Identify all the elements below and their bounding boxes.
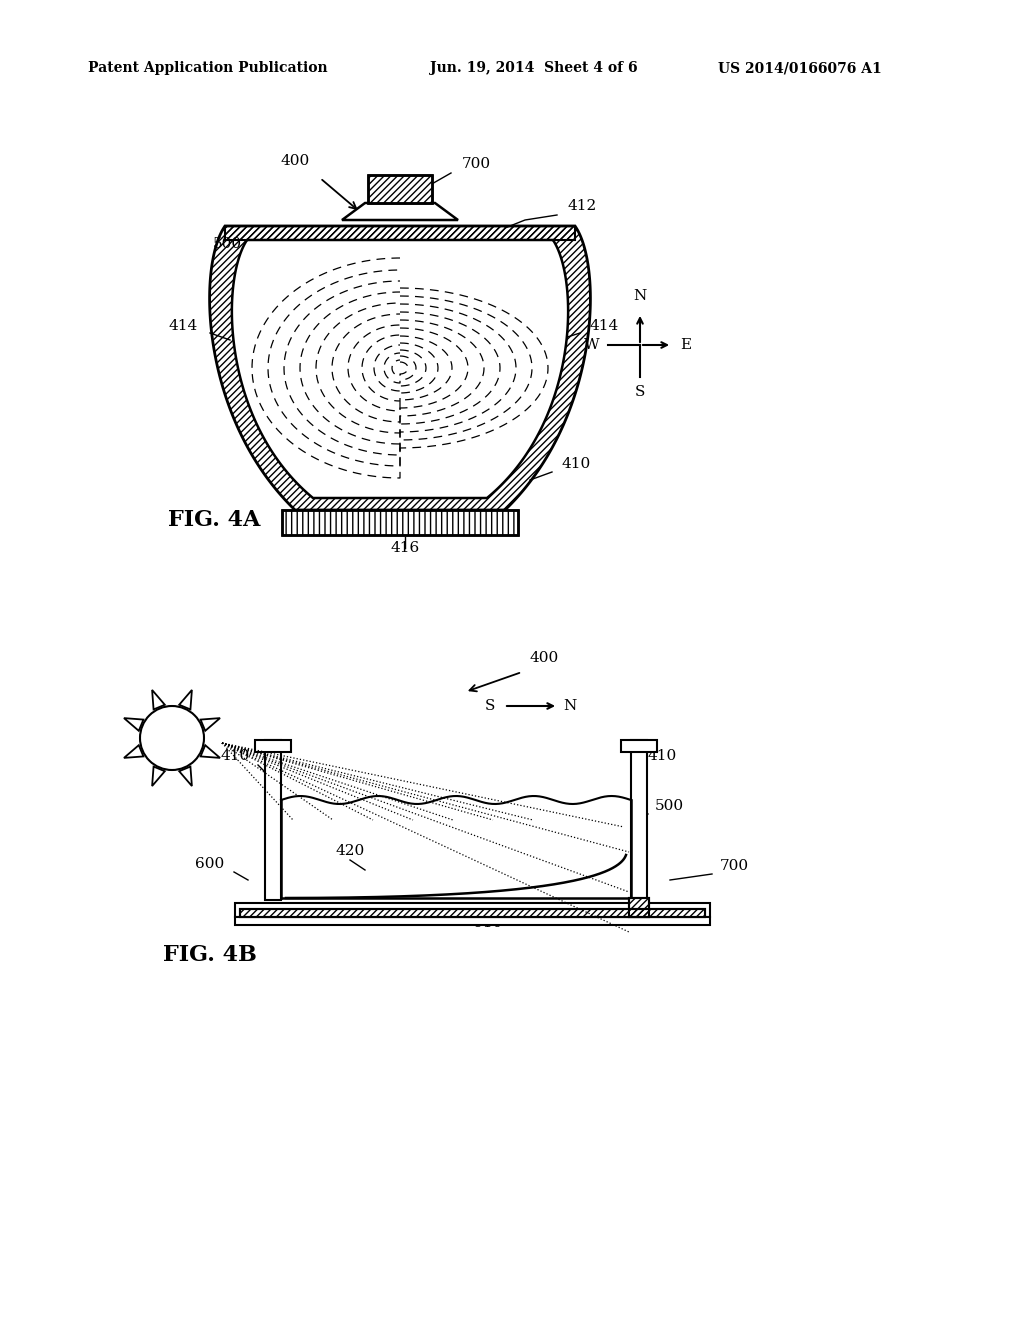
Polygon shape [231,240,568,498]
Bar [621,741,657,752]
Text: W: W [585,338,600,352]
Bar [368,176,432,203]
Bar [629,898,649,917]
Text: 410: 410 [648,748,677,763]
Bar [240,909,705,917]
Polygon shape [179,767,191,785]
Polygon shape [210,226,591,510]
Bar [629,898,649,917]
Bar [265,741,281,900]
Text: Patent Application Publication: Patent Application Publication [88,61,328,75]
Text: E: E [680,338,691,352]
Bar [282,510,518,535]
Bar [368,176,432,203]
Text: 500: 500 [213,238,242,251]
Text: S: S [635,385,645,399]
Text: 410: 410 [562,457,591,471]
Text: FIG. 4A: FIG. 4A [168,510,260,531]
Bar [282,510,518,535]
Polygon shape [153,690,165,709]
Bar [234,917,710,925]
Bar [368,176,432,203]
Bar [234,903,710,917]
Text: 600: 600 [195,857,224,871]
Text: S: S [484,700,496,713]
Text: 416: 416 [390,541,420,554]
Text: N: N [563,700,577,713]
Text: 414: 414 [169,319,198,333]
Circle shape [140,706,204,770]
Text: 400: 400 [281,154,309,168]
Text: 610: 610 [473,916,503,931]
Text: FIG. 4B: FIG. 4B [163,944,257,966]
Polygon shape [124,746,143,758]
Text: 412: 412 [568,199,597,213]
Text: 414: 414 [590,319,620,333]
Polygon shape [153,767,165,785]
Bar [240,909,705,917]
Bar [631,741,647,900]
Text: Jun. 19, 2014  Sheet 4 of 6: Jun. 19, 2014 Sheet 4 of 6 [430,61,638,75]
Text: 700: 700 [462,157,492,172]
Polygon shape [201,718,220,731]
Polygon shape [342,203,458,220]
Text: 500: 500 [655,799,684,813]
Text: N: N [634,289,646,304]
Text: 420: 420 [335,843,365,858]
Text: US 2014/0166076 A1: US 2014/0166076 A1 [718,61,882,75]
Polygon shape [179,690,191,709]
Polygon shape [201,746,220,758]
Polygon shape [124,718,143,731]
Bar [629,898,649,917]
Text: 700: 700 [720,859,750,873]
Bar [255,741,291,752]
Text: 410: 410 [221,748,250,763]
Bar [282,510,518,535]
Bar [240,909,705,917]
Text: 400: 400 [530,651,559,665]
